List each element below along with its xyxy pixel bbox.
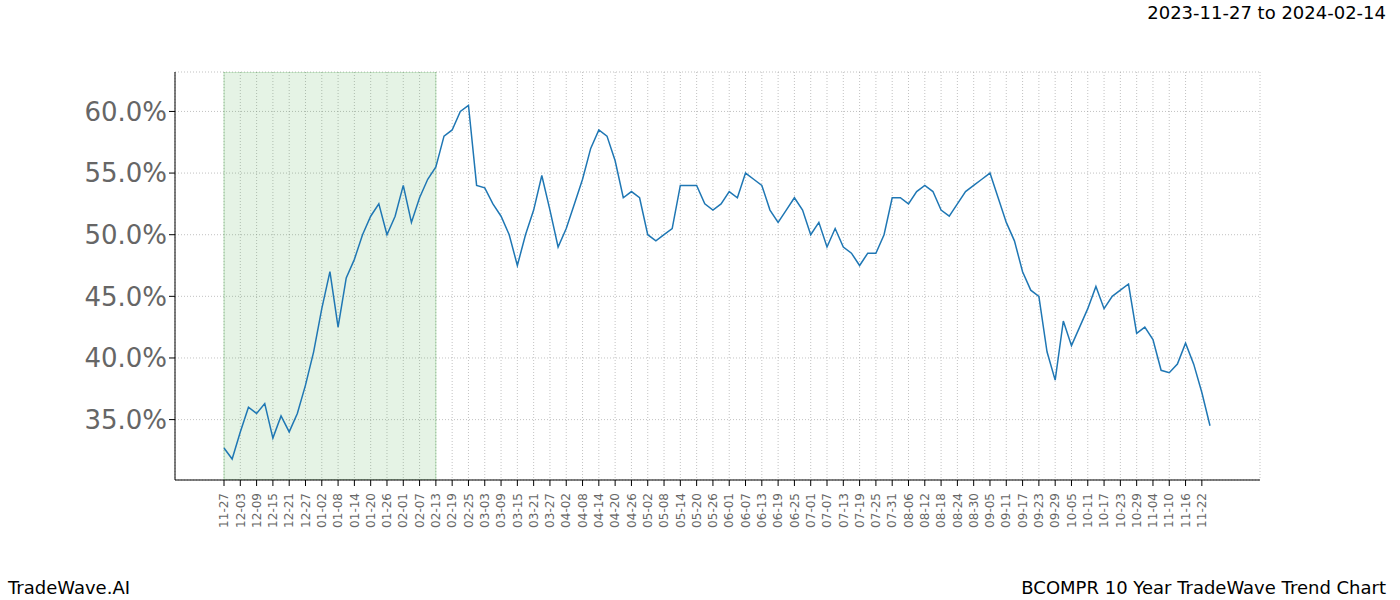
svg-text:40.0%: 40.0%	[84, 343, 167, 373]
svg-text:01-26: 01-26	[380, 493, 394, 528]
svg-text:01-14: 01-14	[348, 493, 362, 528]
svg-text:05-20: 05-20	[690, 493, 704, 528]
svg-text:09-11: 09-11	[999, 493, 1013, 528]
svg-text:06-07: 06-07	[739, 493, 753, 528]
svg-text:03-03: 03-03	[478, 493, 492, 528]
svg-text:09-05: 09-05	[983, 493, 997, 528]
svg-text:07-07: 07-07	[820, 493, 834, 528]
html-text:TradeWave.AI: TradeWave.AI	[8, 577, 130, 598]
svg-text:01-08: 01-08	[331, 493, 345, 528]
svg-text:12-21: 12-21	[282, 493, 296, 528]
svg-text:08-24: 08-24	[951, 493, 965, 528]
svg-text:02-25: 02-25	[462, 493, 476, 528]
svg-text:35.0%: 35.0%	[84, 405, 167, 435]
svg-text:07-31: 07-31	[885, 493, 899, 528]
svg-text:05-02: 05-02	[641, 493, 655, 528]
html-text:BCOMPR 10 Year TradeWave Trend: BCOMPR 10 Year TradeWave Trend Chart	[1021, 577, 1386, 598]
svg-text:08-06: 08-06	[902, 493, 916, 528]
svg-text:02-07: 02-07	[413, 493, 427, 528]
svg-text:07-19: 07-19	[853, 493, 867, 528]
svg-text:11-22: 11-22	[1195, 493, 1209, 528]
svg-text:10-23: 10-23	[1114, 493, 1128, 528]
svg-text:55.0%: 55.0%	[84, 158, 167, 188]
svg-text:45.0%: 45.0%	[84, 282, 167, 312]
svg-text:10-17: 10-17	[1097, 493, 1111, 528]
svg-text:03-27: 03-27	[543, 493, 557, 528]
svg-text:01-02: 01-02	[315, 493, 329, 528]
svg-text:08-12: 08-12	[918, 493, 932, 528]
svg-text:12-03: 12-03	[233, 493, 247, 528]
svg-text:03-15: 03-15	[511, 493, 525, 528]
svg-text:10-11: 10-11	[1081, 493, 1095, 528]
svg-text:05-26: 05-26	[706, 493, 720, 528]
svg-text:01-20: 01-20	[364, 493, 378, 528]
svg-text:02-13: 02-13	[429, 493, 443, 528]
svg-text:04-08: 04-08	[576, 493, 590, 528]
svg-text:10-29: 10-29	[1130, 493, 1144, 528]
svg-text:09-17: 09-17	[1016, 493, 1030, 528]
svg-text:12-15: 12-15	[266, 493, 280, 528]
svg-text:04-14: 04-14	[592, 493, 606, 528]
html-text:2023-11-27 to 2024-02-14: 2023-11-27 to 2024-02-14	[1147, 2, 1386, 23]
svg-text:04-20: 04-20	[608, 493, 622, 528]
svg-text:50.0%: 50.0%	[84, 220, 167, 250]
svg-text:09-23: 09-23	[1032, 493, 1046, 528]
svg-text:11-16: 11-16	[1179, 493, 1193, 528]
svg-text:06-01: 06-01	[722, 493, 736, 528]
svg-text:06-25: 06-25	[788, 493, 802, 528]
svg-text:05-14: 05-14	[674, 493, 688, 528]
svg-text:07-25: 07-25	[869, 493, 883, 528]
svg-text:11-27: 11-27	[217, 493, 231, 528]
svg-text:02-19: 02-19	[445, 493, 459, 528]
svg-text:11-10: 11-10	[1162, 493, 1176, 528]
svg-text:07-01: 07-01	[804, 493, 818, 528]
svg-text:08-30: 08-30	[967, 493, 981, 528]
svg-text:04-26: 04-26	[625, 493, 639, 528]
svg-text:09-29: 09-29	[1048, 493, 1062, 528]
svg-text:03-09: 03-09	[494, 493, 508, 528]
svg-text:12-09: 12-09	[250, 493, 264, 528]
svg-text:11-04: 11-04	[1146, 493, 1160, 528]
svg-text:07-13: 07-13	[837, 493, 851, 528]
svg-text:12-27: 12-27	[299, 493, 313, 528]
svg-text:06-19: 06-19	[771, 493, 785, 528]
svg-text:04-02: 04-02	[559, 493, 573, 528]
svg-text:60.0%: 60.0%	[84, 97, 167, 127]
svg-text:06-13: 06-13	[755, 493, 769, 528]
svg-text:05-08: 05-08	[657, 493, 671, 528]
svg-text:03-21: 03-21	[527, 493, 541, 528]
svg-text:08-18: 08-18	[934, 493, 948, 528]
svg-text:02-01: 02-01	[396, 493, 410, 528]
svg-text:10-05: 10-05	[1065, 493, 1079, 528]
